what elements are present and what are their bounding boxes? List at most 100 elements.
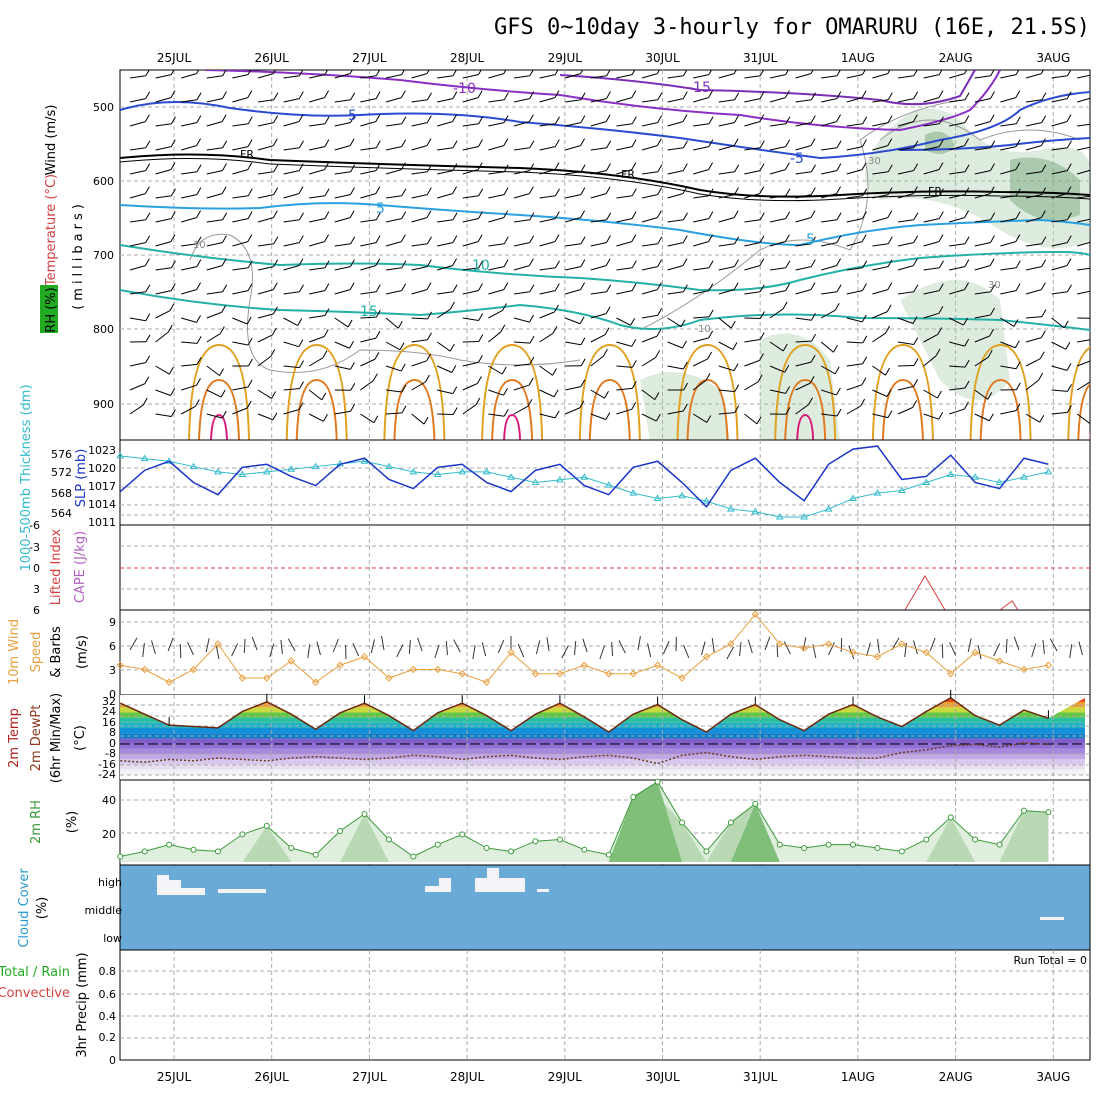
rh-point <box>239 831 246 838</box>
wind-barb <box>897 341 914 345</box>
wind-barb <box>334 171 351 175</box>
wind-barb <box>846 267 863 271</box>
surface-wind-barb <box>662 641 670 655</box>
wind-barb-flag <box>247 162 253 170</box>
wind-barb-flag <box>221 114 227 122</box>
wind-barb-flag <box>144 114 150 122</box>
wind-barb <box>206 170 223 175</box>
wind-barb-flag <box>1040 330 1046 338</box>
wind-barb-flag <box>529 335 535 344</box>
wind-barb-flag <box>964 187 970 195</box>
wind-barb-flag <box>1039 414 1045 423</box>
rh-point <box>703 848 710 855</box>
wind-barb <box>232 169 248 175</box>
wind-barb-flag <box>759 212 765 221</box>
rh-point <box>996 841 1003 848</box>
wind-barb-flag <box>834 302 840 311</box>
wind-barb-flag <box>528 258 534 266</box>
wind-barb <box>232 317 248 325</box>
surface-wind-barb <box>618 640 626 654</box>
wind-barb <box>513 147 530 151</box>
p-tick-900: 900 <box>93 398 114 411</box>
wind-barb <box>181 289 197 295</box>
wind-barb <box>1051 121 1068 127</box>
wind-barb <box>641 289 658 295</box>
wind-barb <box>846 241 863 247</box>
wind-speed-point <box>140 665 149 674</box>
wind-barb-flag <box>810 115 816 123</box>
upper-air-panel: -15 -10 -5 -5 5 5 10 15 FR FR FR 10 10 3… <box>40 69 1091 441</box>
wind-barb-flag <box>862 116 868 125</box>
ylabel-dewpt: 2m DewPt <box>29 705 44 772</box>
wind-barb <box>309 241 325 247</box>
wind-barb-flag <box>350 115 355 123</box>
wind-barb <box>181 341 198 344</box>
wind-barb <box>206 365 220 377</box>
wind-barb-flag <box>273 306 278 315</box>
wind-barb-flag <box>1066 258 1072 266</box>
wind-barb-flag <box>759 163 765 171</box>
wind-barb <box>411 217 428 223</box>
wind-barb <box>718 243 735 247</box>
p-tick-700: 700 <box>93 249 114 262</box>
wind-barb <box>1051 219 1068 223</box>
wind-barb-flag <box>580 236 586 245</box>
wind-barb <box>846 195 863 199</box>
wind-barb-flag <box>273 187 279 195</box>
wind-barb-flag <box>247 70 252 75</box>
wind-barb-flag <box>374 351 380 360</box>
wind-barb-flag <box>913 70 918 77</box>
wind-barb <box>795 317 812 321</box>
t-tick-32: 32 <box>102 695 116 708</box>
wind-barb <box>821 219 838 223</box>
wind-barb-flag <box>656 138 662 146</box>
wind-barb-flag <box>299 360 304 368</box>
wind-barb <box>846 384 863 391</box>
wind-speed-point <box>1044 661 1053 669</box>
wind-barb <box>181 194 197 199</box>
wind-barb-flag <box>990 163 995 171</box>
wind-barb <box>718 317 732 329</box>
wind-barb-flag <box>528 114 534 122</box>
surface-wind-barb <box>599 645 605 660</box>
wind-barb <box>1000 146 1017 151</box>
wind-barb-flag <box>657 115 663 123</box>
ylabel-wind-unit: (m/s) <box>75 635 90 669</box>
wind-barb <box>232 290 249 295</box>
wind-barb <box>1000 97 1016 103</box>
wind-barb-flag <box>196 315 202 323</box>
wind-barb <box>565 171 582 175</box>
wind-barb-flag <box>553 389 559 398</box>
wind-barb <box>949 365 966 368</box>
wind-barb-flag <box>580 210 586 218</box>
wind-barb-flag <box>220 389 226 398</box>
wind-barb-flag <box>810 354 816 363</box>
wind-barb-flag <box>682 91 688 99</box>
wind-barb <box>129 193 146 199</box>
wind-barb <box>488 217 504 223</box>
wind-barb-flag <box>299 284 304 293</box>
wind-barb-flag <box>427 311 433 320</box>
bottom-date-label: 26JUL <box>255 1070 290 1084</box>
wind-barb <box>846 74 863 79</box>
surface-wind-barb <box>1078 641 1083 656</box>
wind-barb-flag <box>401 283 407 291</box>
wind-barb-flag <box>683 284 688 293</box>
wind-barb <box>411 122 428 127</box>
wind-barb-flag <box>861 90 867 98</box>
wind-barb-flag <box>580 187 586 195</box>
wind-barb <box>334 194 351 199</box>
wind-barb-flag <box>529 140 535 149</box>
wind-barb <box>462 340 479 343</box>
wind-barb <box>488 171 505 175</box>
wind-barb <box>641 217 658 223</box>
wind-barb <box>565 122 581 127</box>
wind-barb-flag <box>477 234 483 242</box>
wind-barb-flag <box>375 140 381 149</box>
wind-barb <box>616 241 632 247</box>
wind-barb-flag <box>1067 212 1072 221</box>
wind-barb <box>129 147 146 151</box>
wind-speed-point <box>531 670 540 678</box>
wind-barb-flag <box>656 329 662 337</box>
wind-barb <box>616 317 631 326</box>
